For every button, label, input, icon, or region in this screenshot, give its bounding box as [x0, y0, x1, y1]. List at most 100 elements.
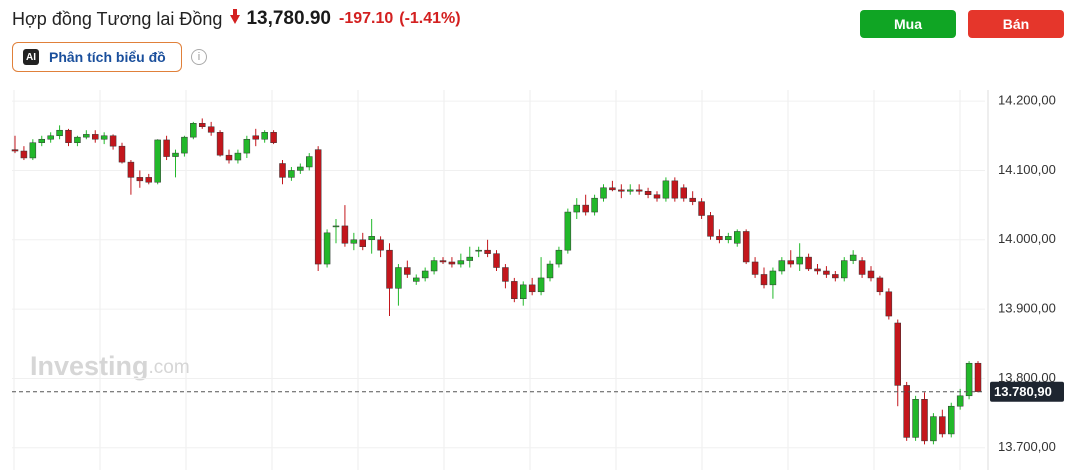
y-tick-label: 14.200,00 [998, 93, 1056, 108]
candle-body [778, 260, 786, 272]
candle-body [876, 277, 884, 293]
candle-body [618, 189, 625, 192]
time-grid [13, 90, 961, 470]
candle-body [537, 277, 545, 293]
candle-body [707, 215, 714, 237]
candle-body [216, 132, 224, 156]
candle-body [323, 232, 331, 265]
candle-body [939, 416, 946, 435]
candle-body [430, 260, 438, 272]
candle-body [680, 187, 687, 199]
header: Hợp đồng Tương lai Đồng 13,780.90 -197.1… [12, 6, 467, 32]
candle-body [716, 236, 723, 241]
candle-body [413, 277, 420, 282]
candle-body [948, 405, 955, 435]
candle-body [635, 189, 643, 192]
candle-body [386, 249, 393, 289]
candle-body [11, 149, 19, 152]
candle-body [849, 254, 857, 261]
candle-body [867, 270, 875, 279]
candle-body [314, 149, 322, 265]
down-arrow [230, 8, 241, 24]
candle-body [145, 177, 152, 183]
candle-body [965, 362, 973, 397]
candle-body [100, 135, 108, 140]
candle-body [234, 152, 242, 161]
candle-body [760, 274, 768, 286]
candle-body [92, 134, 99, 140]
candle-body [225, 154, 233, 161]
candle-body [644, 190, 652, 195]
candle-body [350, 239, 358, 244]
candle-body [912, 399, 919, 438]
candle-body [921, 399, 928, 442]
candle-body [439, 260, 447, 263]
candle-body [38, 138, 45, 143]
candle-body [502, 267, 509, 282]
candle-body [671, 180, 679, 199]
candle-body [546, 263, 554, 279]
buy-button[interactable]: Mua [860, 10, 956, 38]
candle-body [270, 132, 277, 143]
candle-body [243, 138, 251, 154]
watermark: Investing.com [30, 351, 190, 381]
y-tick-label: 13.800,00 [998, 370, 1056, 385]
candle-body [395, 267, 402, 289]
candle-body [118, 145, 126, 163]
candle-body [528, 284, 536, 293]
candle-body [163, 139, 170, 157]
candle-body [751, 261, 759, 275]
candle-body [359, 239, 366, 247]
watermark-main: Investing [30, 351, 149, 381]
candle-body [484, 249, 491, 254]
info-icon[interactable]: i [191, 49, 207, 65]
last-price-box [990, 381, 1064, 402]
candle-body [448, 261, 456, 265]
candle-body [368, 236, 375, 241]
ai-analysis-button[interactable]: AI Phân tích biểu đồ [12, 42, 182, 72]
candle-body [662, 180, 670, 199]
candle-body [858, 260, 866, 275]
candle-body [306, 156, 313, 168]
candle-body [787, 260, 794, 265]
candle-body [29, 142, 37, 159]
candle-body [814, 268, 821, 272]
y-tick-label: 13.900,00 [998, 301, 1056, 316]
candle-body [199, 123, 206, 128]
candle-body [65, 129, 72, 143]
candle-body [154, 139, 161, 183]
ai-button-label: Phân tích biểu đồ [49, 49, 166, 65]
candle-body [653, 194, 661, 199]
y-tick-label: 14.100,00 [998, 162, 1056, 177]
candle-body [252, 135, 259, 140]
candle-body [974, 362, 982, 392]
candle-body [421, 270, 429, 279]
candle-body [796, 256, 803, 265]
candle-body [47, 135, 54, 140]
candle-body [127, 161, 135, 178]
instrument-title: Hợp đồng Tương lai Đồng [12, 8, 223, 29]
candle-body [832, 274, 839, 279]
change: -197.10 [338, 10, 394, 27]
y-tick-label: 14.000,00 [998, 231, 1056, 246]
candle-body [190, 123, 197, 138]
change-percent: (-1.41%) [399, 10, 461, 27]
candle-body [181, 136, 188, 154]
candle-body [805, 256, 812, 270]
candle-body [404, 267, 411, 275]
candle-body [582, 204, 589, 213]
candle-body [172, 152, 179, 157]
candle-body [279, 163, 286, 178]
candle-body [725, 236, 732, 241]
candle-body [894, 322, 901, 386]
sell-button[interactable]: Bán [968, 10, 1064, 38]
candle-body [956, 395, 964, 407]
last-price-label: 13.780,90 [994, 384, 1052, 399]
candle-body [698, 201, 705, 216]
candle-body [511, 281, 518, 299]
candle-body [288, 170, 295, 178]
watermark-suffix: .com [149, 357, 190, 378]
candle-body [573, 204, 580, 213]
